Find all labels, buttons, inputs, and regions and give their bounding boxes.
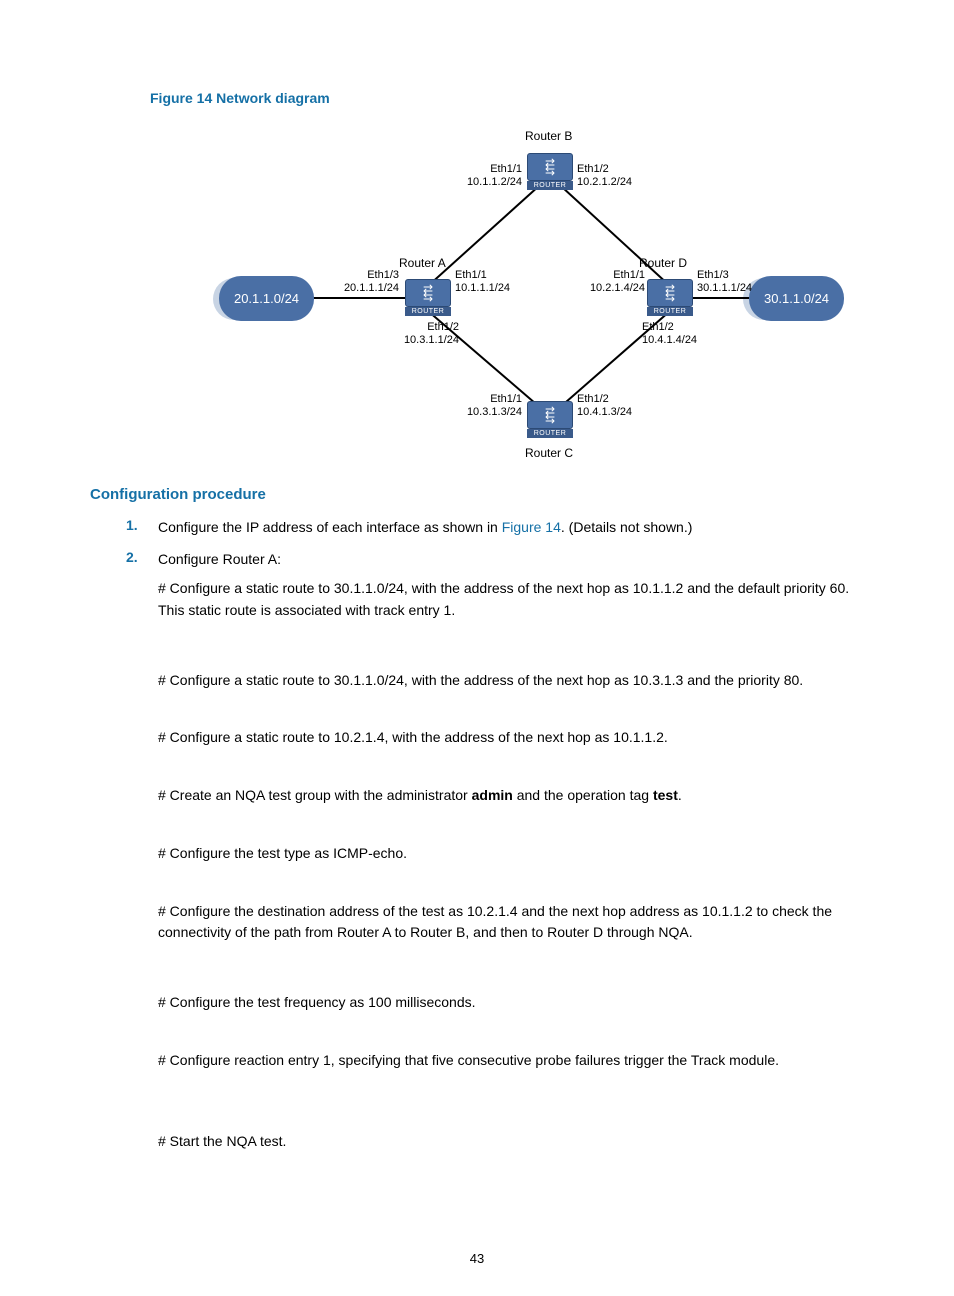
figure-title: Figure 14 Network diagram	[150, 90, 864, 106]
substep-p4-post: .	[678, 787, 682, 803]
router-a-name: Router A	[399, 256, 446, 270]
substep-p4: # Create an NQA test group with the admi…	[158, 785, 864, 807]
router-a-sublabel: ROUTER	[405, 307, 451, 316]
step-1-text: Configure the IP address of each interfa…	[158, 517, 864, 539]
router-a: ⇄⇆ ROUTER	[405, 279, 451, 319]
label-c-eth12: Eth1/210.4.1.3/24	[577, 393, 632, 419]
steps-list: 1. Configure the IP address of each inte…	[90, 517, 864, 1153]
step-1: 1. Configure the IP address of each inte…	[158, 517, 864, 539]
substep-p9: # Start the NQA test.	[158, 1131, 864, 1153]
router-c-name: Router C	[525, 446, 573, 460]
substep-p2: # Configure a static route to 30.1.1.0/2…	[158, 670, 864, 692]
router-d-sublabel: ROUTER	[647, 307, 693, 316]
cloud-right-label: 30.1.1.0/24	[764, 291, 829, 306]
label-d-eth11: Eth1/110.2.1.4/24	[575, 269, 645, 295]
router-c-sublabel: ROUTER	[527, 429, 573, 438]
figure-14-link[interactable]: Figure 14	[502, 519, 561, 535]
router-d-name: Router D	[639, 256, 687, 270]
step-1-pre: Configure the IP address of each interfa…	[158, 519, 502, 535]
label-d-eth13: Eth1/330.1.1.1/24	[697, 269, 752, 295]
label-d-eth12: Eth1/210.4.1.4/24	[642, 321, 697, 347]
substep-p7: # Configure the test frequency as 100 mi…	[158, 992, 864, 1014]
label-a-eth13: Eth1/320.1.1.1/24	[329, 269, 399, 295]
cloud-left: 20.1.1.0/24	[219, 276, 314, 321]
substep-p3: # Configure a static route to 10.2.1.4, …	[158, 727, 864, 749]
substep-p4-admin: admin	[472, 787, 513, 803]
substep-p4-test: test	[653, 787, 678, 803]
substep-p8: # Configure reaction entry 1, specifying…	[158, 1050, 864, 1072]
substep-p4-pre: # Create an NQA test group with the admi…	[158, 787, 472, 803]
substep-p6: # Configure the destination address of t…	[158, 901, 864, 944]
substep-p5: # Configure the test type as ICMP-echo.	[158, 843, 864, 865]
label-b-eth12: Eth1/210.2.1.2/24	[577, 163, 632, 189]
label-c-eth11: Eth1/110.3.1.3/24	[452, 393, 522, 419]
page-number: 43	[0, 1251, 954, 1266]
step-2: 2. Configure Router A: # Configure a sta…	[158, 549, 864, 1153]
label-a-eth11: Eth1/110.1.1.1/24	[455, 269, 510, 295]
router-c: ⇄⇆ ROUTER	[527, 401, 573, 441]
substep-p1: # Configure a static route to 30.1.1.0/2…	[158, 578, 864, 621]
substep-p4-mid: and the operation tag	[513, 787, 653, 803]
step-2-title: Configure Router A:	[158, 549, 864, 571]
section-heading: Configuration procedure	[90, 486, 864, 503]
label-a-eth12: Eth1/210.3.1.1/24	[389, 321, 459, 347]
step-1-number: 1.	[126, 517, 138, 533]
step-2-substeps: # Configure a static route to 30.1.1.0/2…	[158, 578, 864, 1153]
step-1-post: . (Details not shown.)	[561, 519, 693, 535]
step-2-number: 2.	[126, 549, 138, 565]
network-diagram: 20.1.1.0/24 30.1.1.0/24 Router B ⇄⇆ ROUT…	[157, 121, 797, 466]
router-b: ⇄⇆ ROUTER	[527, 153, 573, 193]
router-d: ⇄⇆ ROUTER	[647, 279, 693, 319]
label-b-eth11: Eth1/110.1.1.2/24	[452, 163, 522, 189]
router-b-sublabel: ROUTER	[527, 181, 573, 190]
router-b-name: Router B	[525, 129, 572, 143]
cloud-left-label: 20.1.1.0/24	[234, 291, 299, 306]
cloud-right: 30.1.1.0/24	[749, 276, 844, 321]
